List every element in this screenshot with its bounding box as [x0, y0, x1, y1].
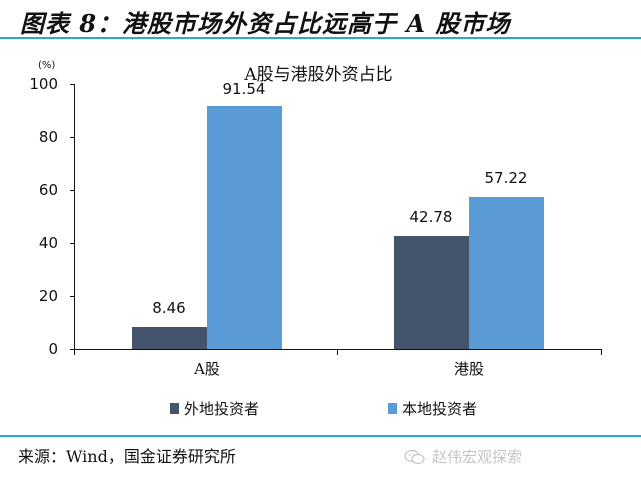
bar-a-share-local	[207, 106, 282, 349]
x-tick	[337, 349, 338, 355]
y-tick-label: 20	[38, 287, 58, 305]
y-tick-label: 60	[38, 181, 58, 199]
y-tick-label: 0	[48, 340, 58, 358]
legend-label: 外地投资者	[184, 400, 260, 418]
bar-hk-share-foreign	[394, 236, 469, 349]
watermark: 赵伟宏观探索	[404, 446, 522, 467]
y-tick	[70, 84, 75, 85]
legend-item-local: 本地投资者	[388, 398, 477, 419]
y-tick	[70, 296, 75, 297]
y-tick	[70, 243, 75, 244]
y-axis-unit: (%)	[38, 60, 56, 71]
source-note: 来源：Wind，国金证券研究所	[18, 447, 236, 466]
legend-swatch	[170, 403, 179, 414]
legend-swatch	[388, 403, 397, 414]
data-label: 8.46	[152, 299, 186, 317]
x-category-label: 港股	[453, 360, 484, 378]
x-category-label: A股	[194, 360, 220, 378]
x-tick	[601, 349, 602, 355]
data-label: 91.54	[222, 80, 266, 98]
watermark-text: 赵伟宏观探索	[432, 448, 523, 466]
data-label: 57.22	[484, 169, 528, 187]
wechat-icon	[404, 449, 425, 464]
y-tick-label: 80	[38, 128, 58, 146]
legend-label: 本地投资者	[402, 400, 478, 418]
y-tick	[70, 137, 75, 138]
y-tick-label: 40	[38, 234, 58, 252]
y-tick	[70, 349, 75, 350]
legend-item-foreign: 外地投资者	[170, 398, 259, 419]
figure-title: 图表 8：港股市场外资占比远高于 A 股市场	[20, 9, 511, 38]
x-tick	[74, 349, 75, 355]
x-axis	[74, 349, 602, 350]
y-tick	[70, 190, 75, 191]
bar-hk-share-local	[469, 197, 544, 349]
bar-a-share-foreign	[132, 327, 207, 349]
y-axis	[74, 84, 75, 350]
top-divider	[0, 37, 641, 39]
bottom-divider	[0, 435, 641, 437]
data-label: 42.78	[409, 208, 453, 226]
y-tick-label: 100	[29, 75, 58, 93]
chart-title: A股与港股外资占比	[244, 65, 393, 85]
